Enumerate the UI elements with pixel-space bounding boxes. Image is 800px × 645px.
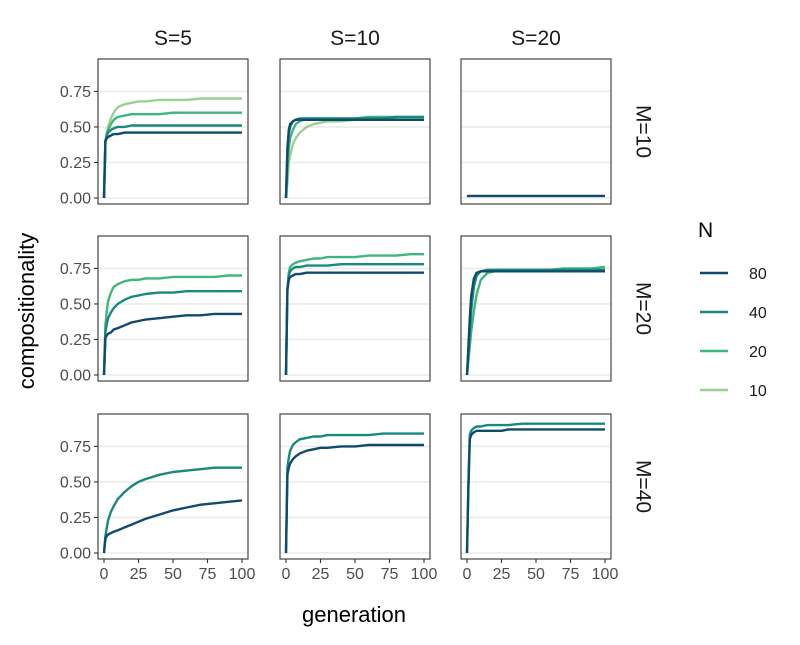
y-tick-label: 0.50	[60, 296, 91, 313]
column-strip-s-20: S=20	[511, 27, 561, 50]
legend-label-n80: 80	[749, 266, 767, 283]
x-tick-label: 100	[592, 566, 619, 583]
panel-m-20-s-20	[460, 235, 612, 382]
legend: N 80 40 20 10	[698, 219, 767, 400]
legend-label-n20: 20	[749, 344, 767, 361]
y-tick-label: 0.50	[60, 474, 91, 491]
series-line-n80	[102, 312, 242, 376]
panel-m-20-s-10	[279, 235, 431, 382]
column-strip-s-10: S=10	[330, 27, 380, 50]
y-tick-label: 0.75	[60, 84, 91, 101]
legend-label-n40: 40	[749, 305, 767, 322]
y-tick-label: 0.25	[60, 155, 91, 172]
legend-label-n10: 10	[749, 383, 767, 400]
panel-border	[279, 58, 431, 205]
x-tick-label: 50	[527, 566, 545, 583]
panel-m-40-s-20	[460, 413, 612, 560]
legend-title: N	[698, 219, 713, 242]
panel-m-40-s-5	[97, 413, 249, 560]
y-tick-label: 0.00	[60, 191, 91, 208]
x-tick-label: 75	[199, 566, 217, 583]
y-tick-label: 0.50	[60, 119, 91, 136]
panel-background	[461, 236, 611, 381]
x-tick-label: 0	[282, 566, 291, 583]
y-axis-title: compositionality	[14, 233, 39, 390]
series-line-n20	[102, 111, 242, 199]
x-tick-label: 25	[312, 566, 330, 583]
series-line-n80	[102, 499, 243, 554]
x-tick-label: 100	[229, 566, 256, 583]
series-line-n40	[284, 263, 424, 376]
panel-background	[461, 414, 611, 559]
x-tick-label: 50	[346, 566, 364, 583]
series-line-n80	[284, 271, 424, 376]
panel-m-40-s-10	[279, 413, 431, 560]
panel-border	[279, 235, 431, 382]
x-tick-label: 50	[164, 566, 182, 583]
panel-border	[460, 58, 612, 205]
strip-labels: S=5 S=10 S=20 M=10 M=20 M=40	[154, 27, 654, 513]
panel-background	[280, 59, 430, 204]
panel-m-20-s-5	[97, 235, 249, 382]
row-strip-m-10: M=10	[631, 105, 654, 158]
y-tick-label: 0.75	[60, 439, 91, 456]
series-line-n40	[465, 422, 605, 554]
x-axis-title: generation	[302, 602, 406, 627]
series-line-n20	[102, 274, 242, 376]
panel-m-10-s-5	[97, 58, 249, 205]
series-line-n40	[102, 290, 242, 376]
panels-layer	[97, 58, 612, 560]
row-strip-m-40: M=40	[631, 460, 654, 513]
series-line-n80	[466, 194, 605, 198]
panel-m-10-s-10	[279, 58, 431, 205]
x-tick-label: 75	[381, 566, 399, 583]
panel-border	[460, 235, 612, 382]
x-tick-label: 0	[463, 566, 472, 583]
panel-m-10-s-20	[460, 58, 612, 205]
y-tick-label: 0.25	[60, 510, 91, 527]
series-line-n40	[284, 432, 424, 554]
y-tick-label: 0.00	[60, 368, 91, 385]
x-tick-label: 25	[130, 566, 148, 583]
x-tick-label: 100	[411, 566, 438, 583]
x-tick-label: 25	[493, 566, 511, 583]
series-line-n80	[465, 428, 605, 554]
panel-background	[98, 414, 248, 559]
panel-border	[97, 235, 249, 382]
y-tick-label: 0.25	[60, 332, 91, 349]
x-tick-label: 0	[100, 566, 109, 583]
series-line-n80	[465, 270, 605, 376]
panel-background	[461, 59, 611, 204]
series-line-n80	[102, 131, 242, 199]
series-line-n80	[284, 443, 424, 554]
x-tick-label: 75	[562, 566, 580, 583]
panel-background	[98, 236, 248, 381]
y-tick-label: 0.00	[60, 546, 91, 563]
series-line-n40	[102, 466, 242, 554]
series-line-n40	[102, 124, 242, 199]
axes: 0.00 0.25 0.50 0.75 0.00 0.25 0.50 0.75 0.00 0.25…	[60, 84, 619, 583]
series-line-n20	[284, 252, 424, 376]
column-strip-s-5: S=5	[154, 27, 192, 50]
row-strip-m-20: M=20	[631, 282, 654, 335]
y-tick-label: 0.75	[60, 261, 91, 278]
panel-border	[97, 58, 249, 205]
series-line-n80	[284, 118, 424, 199]
legend-entries: 80 40 20 10	[700, 266, 767, 400]
